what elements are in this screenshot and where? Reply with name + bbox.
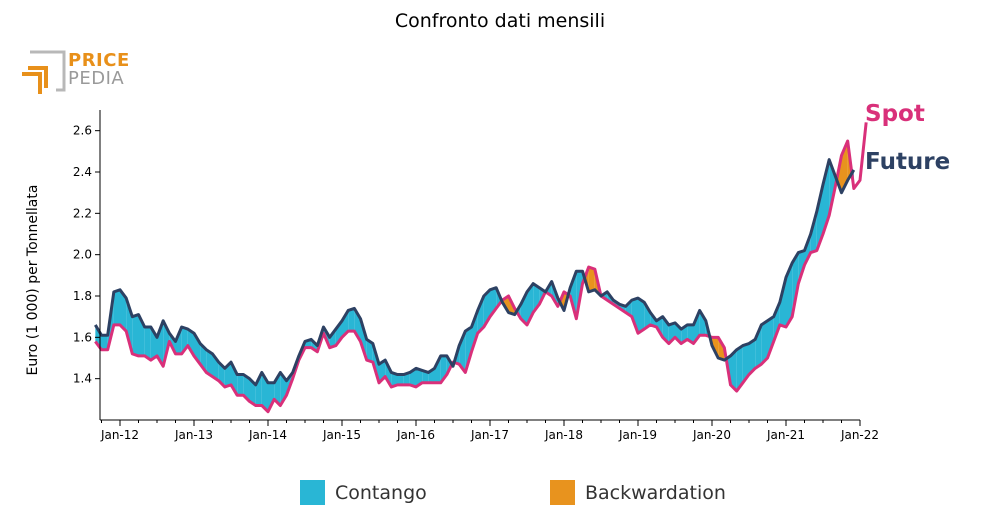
contango-area xyxy=(348,308,355,332)
x-tick-label: Jan-20 xyxy=(692,428,731,442)
x-tick-label: Jan-16 xyxy=(396,428,435,442)
spot-future-chart: 1.4 1.6 1.8 2.0 2.2 2.4 2.6 Jan-12 Jan-13 Jan-14 J… xyxy=(25,101,950,442)
chart-title: Confronto dati mensili xyxy=(394,10,606,32)
legend-item-contango: Contango xyxy=(300,480,427,505)
contango-area xyxy=(471,310,478,352)
x-tick-label: Jan-17 xyxy=(470,428,509,442)
legend-swatch-backwardation xyxy=(550,480,575,505)
spot-annotation: Spot xyxy=(865,101,925,127)
y-tick-label: 1.8 xyxy=(73,289,92,303)
x-tick-label: Jan-13 xyxy=(174,428,213,442)
legend-label-backwardation: Backwardation xyxy=(585,481,726,504)
contango-area xyxy=(477,296,484,334)
logo-price-text: PRICE xyxy=(68,50,130,71)
y-tick-label: 1.4 xyxy=(73,372,92,386)
x-tick-label: Jan-19 xyxy=(618,428,657,442)
y-tick-label: 2.0 xyxy=(73,248,92,262)
contango-area xyxy=(465,327,472,373)
y-tick-label: 2.6 xyxy=(73,124,92,138)
x-tick-label: Jan-22 xyxy=(840,428,879,442)
contango-area xyxy=(132,314,139,356)
contango-area xyxy=(157,320,164,367)
contango-area xyxy=(329,329,336,348)
contango-area xyxy=(773,302,780,342)
pricepedia-logo: PRICE PEDIA xyxy=(20,50,130,100)
contango-area xyxy=(786,262,793,327)
contango-area xyxy=(749,339,756,375)
x-tick-label: Jan-14 xyxy=(248,428,287,442)
contango-area xyxy=(767,316,774,358)
contango-area xyxy=(570,271,577,319)
future-line xyxy=(94,158,856,387)
logo-mark-icon xyxy=(22,50,66,94)
y-tick-label: 2.4 xyxy=(73,165,92,179)
contango-area xyxy=(255,372,262,406)
contango-area xyxy=(120,289,127,332)
contango-area xyxy=(237,374,244,396)
contango-area xyxy=(699,310,706,336)
contango-area xyxy=(206,349,213,377)
contango-area xyxy=(644,302,651,330)
contango-area xyxy=(101,335,108,350)
backwardation-area xyxy=(718,337,725,361)
x-tick-label: Jan-15 xyxy=(322,428,361,442)
x-tick-label: Jan-18 xyxy=(544,428,583,442)
contango-area xyxy=(742,343,749,383)
legend: Contango Backwardation xyxy=(0,480,1000,508)
x-tick-label: Jan-21 xyxy=(766,428,805,442)
contango-area xyxy=(391,372,398,387)
legend-item-backwardation: Backwardation xyxy=(550,480,726,505)
contango-area xyxy=(730,349,737,392)
contango-area xyxy=(520,291,527,325)
contango-area xyxy=(366,339,373,363)
legend-label-contango: Contango xyxy=(335,481,427,504)
contango-area xyxy=(268,382,275,412)
contango-area xyxy=(459,331,466,373)
contango-area xyxy=(736,345,743,392)
legend-swatch-contango xyxy=(300,480,325,505)
contango-area xyxy=(113,289,120,325)
y-tick-label: 1.6 xyxy=(73,330,92,344)
contango-area xyxy=(144,327,151,361)
contango-area xyxy=(397,374,404,385)
contango-area xyxy=(638,298,645,334)
logo-pedia-text: PEDIA xyxy=(68,68,125,89)
y-axis-label: Euro (1 000) per Tonnellata xyxy=(25,185,41,376)
future-annotation: Future xyxy=(865,149,950,175)
contango-area xyxy=(434,355,441,383)
y-tick-label: 2.2 xyxy=(73,206,92,220)
backwardation-area xyxy=(588,267,595,292)
spot-line xyxy=(94,122,868,414)
x-tick-label: Jan-12 xyxy=(100,428,139,442)
contango-area xyxy=(385,360,392,387)
contango-area xyxy=(187,329,194,356)
contango-area xyxy=(631,298,638,334)
contango-area xyxy=(761,320,768,365)
